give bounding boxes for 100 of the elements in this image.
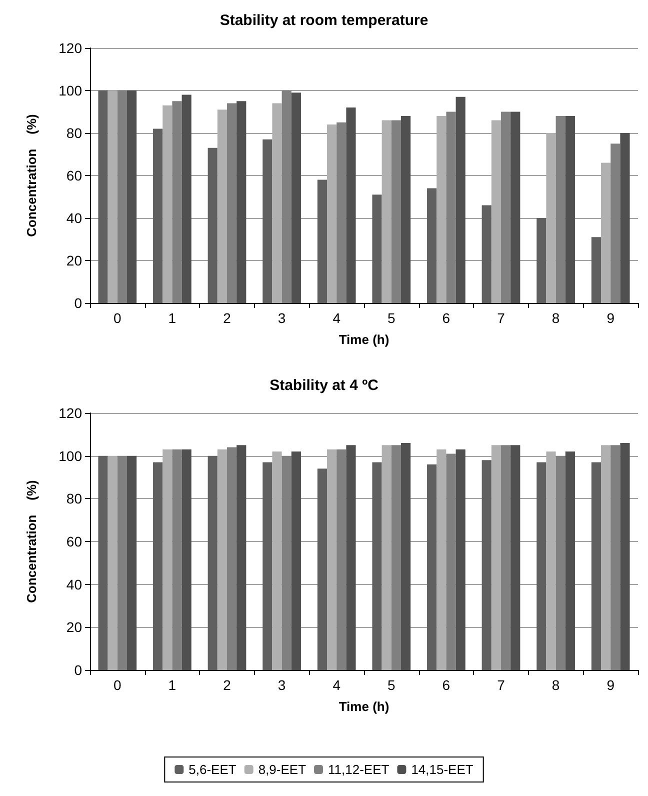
bar [536, 462, 546, 670]
bar [591, 237, 602, 303]
x-tick-label: 7 [497, 310, 506, 326]
bar [556, 456, 566, 670]
bar [317, 468, 328, 670]
x-tick-label: 8 [552, 310, 560, 326]
x-tick-label: 3 [278, 310, 286, 326]
y-tick-label: 100 [58, 448, 82, 464]
bar [291, 92, 301, 303]
bar [126, 90, 137, 303]
bar [172, 101, 182, 303]
x-tick-label: 2 [223, 677, 232, 693]
bar [208, 148, 218, 303]
bar [172, 449, 182, 670]
y-tick-label: 20 [66, 252, 82, 268]
bar [262, 462, 272, 670]
bar [117, 90, 127, 303]
bar [336, 122, 346, 303]
bar [391, 120, 401, 303]
y-tick-label: 120 [58, 40, 82, 56]
bar [620, 442, 630, 670]
bar [126, 456, 137, 670]
bar [162, 105, 172, 303]
bar [510, 112, 520, 303]
x-tick-label: 7 [497, 677, 506, 693]
legend-label: 14,15-EET [411, 762, 474, 777]
legend-label: 11,12-EET [328, 762, 390, 777]
legend-label: 8,9-EET [258, 762, 306, 777]
bar [446, 454, 456, 670]
x-tick-label: 9 [606, 677, 615, 693]
x-tick-label: 3 [278, 677, 286, 693]
bar [108, 456, 118, 670]
x-tick-label: 1 [168, 677, 176, 693]
bar [546, 133, 556, 303]
x-tick-label: 0 [114, 677, 122, 693]
bar [501, 445, 511, 670]
y-tick-label: 40 [66, 210, 82, 226]
bar [456, 96, 466, 303]
bar [108, 90, 118, 303]
x-tick-label: 8 [552, 677, 560, 693]
bar [346, 445, 356, 670]
x-tick-label: 4 [332, 310, 341, 326]
y-tick-label: 40 [66, 576, 82, 592]
bar [282, 90, 292, 303]
chart-title: Stability at room temperature [220, 12, 428, 29]
x-tick-label: 0 [114, 310, 122, 326]
bar [400, 116, 411, 303]
bar [217, 449, 227, 670]
y-tick-label: 0 [74, 662, 82, 678]
bar [610, 445, 620, 670]
bar [456, 449, 466, 670]
bar [227, 447, 237, 670]
bar [482, 205, 492, 303]
bar [282, 456, 292, 670]
y-axis-title: Concentration (%) [24, 480, 39, 603]
y-tick-label: 0 [74, 295, 82, 311]
bar [591, 462, 602, 670]
bar [227, 103, 237, 303]
y-tick-label: 100 [58, 82, 82, 98]
bar [336, 449, 346, 670]
x-tick-label: 5 [388, 677, 396, 693]
bar [482, 460, 492, 670]
bar [382, 445, 392, 670]
bar [208, 456, 218, 670]
bar [601, 162, 611, 303]
bar [317, 180, 328, 303]
bar [217, 110, 227, 303]
bar [436, 116, 446, 303]
bar [446, 112, 456, 303]
bar [491, 445, 501, 670]
bar [372, 462, 382, 670]
bar [510, 445, 520, 670]
bar [98, 90, 108, 303]
bar [272, 452, 282, 670]
x-tick-label: 1 [168, 310, 176, 326]
bar [182, 449, 192, 670]
bar [236, 445, 246, 670]
bar [98, 456, 108, 670]
bar [610, 144, 620, 303]
x-axis-title: Time (h) [338, 699, 390, 714]
y-tick-label: 20 [66, 619, 82, 636]
x-tick-label: 6 [442, 310, 450, 326]
bar [501, 112, 511, 303]
y-tick-label: 80 [66, 125, 82, 141]
bar [565, 116, 575, 303]
x-tick-label: 6 [442, 677, 450, 693]
x-tick-label: 2 [223, 310, 232, 326]
bar [400, 442, 411, 670]
bar [236, 101, 246, 303]
bar [382, 120, 392, 303]
chart-title: Stability at 4 ºC [270, 377, 379, 394]
bar [272, 103, 282, 303]
bar [372, 194, 382, 303]
y-tick-label: 60 [66, 168, 82, 184]
bar [536, 218, 546, 303]
bar [427, 464, 437, 670]
bar [162, 449, 172, 670]
bar [391, 445, 401, 670]
bar [327, 449, 337, 670]
y-axis-title: Concentration (%) [24, 114, 39, 237]
